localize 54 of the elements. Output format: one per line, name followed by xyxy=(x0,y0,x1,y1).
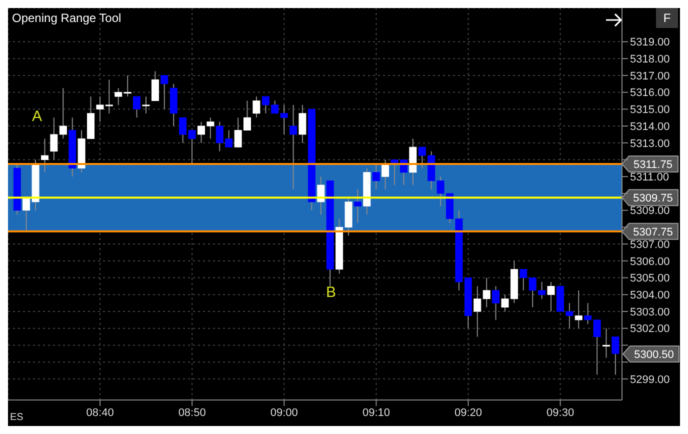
y-tick-label: 5305.00 xyxy=(630,272,670,285)
y-tick-label: 5306.00 xyxy=(630,256,670,268)
chart-title: Opening Range Tool xyxy=(12,11,122,25)
x-tick-label: 09:10 xyxy=(362,406,390,419)
y-tick-label: 5314.00 xyxy=(630,120,670,133)
candlestick xyxy=(252,96,260,118)
x-tick-label: 09:30 xyxy=(546,406,574,419)
ref-line-label: 5307.75 xyxy=(633,226,673,238)
y-tick-label: 5302.00 xyxy=(630,323,670,336)
y-tick-label: 5303.00 xyxy=(630,306,670,318)
candlestick xyxy=(354,188,362,224)
candlestick xyxy=(482,277,490,308)
candlestick xyxy=(574,290,582,329)
x-tick-label: 08:50 xyxy=(178,406,206,419)
y-tick-label: 5317.00 xyxy=(630,70,670,82)
candlestick xyxy=(602,328,610,358)
y-tick-label: 5309.00 xyxy=(630,205,670,218)
y-tick-label: 5299.00 xyxy=(630,374,670,386)
y-tick-label: 5319.00 xyxy=(630,36,670,49)
candlestick xyxy=(290,104,298,190)
candlestick xyxy=(50,117,58,160)
candlestick xyxy=(492,286,500,320)
x-tick-label: 09:20 xyxy=(454,406,482,419)
candlestick xyxy=(372,163,380,190)
annotation: B xyxy=(326,284,336,301)
candlestick xyxy=(547,281,555,312)
ref-line-label: 5309.75 xyxy=(633,192,673,205)
ref-line-label: 5311.75 xyxy=(634,158,672,171)
y-tick-label: 5311.00 xyxy=(630,172,669,184)
text: 5300.50 xyxy=(634,349,674,361)
text: F xyxy=(656,8,678,28)
candlestick xyxy=(382,159,390,190)
candlestick xyxy=(520,268,528,291)
y-tick-label: 5318.00 xyxy=(630,53,670,66)
text: ES xyxy=(10,412,24,423)
y-tick-label: 5315.00 xyxy=(630,104,670,116)
candlestick xyxy=(612,336,620,376)
y-tick-label: 5316.00 xyxy=(630,87,670,100)
annotation: A xyxy=(32,108,42,125)
candlestick xyxy=(41,138,49,173)
candlestick xyxy=(114,88,122,106)
y-tick-label: 5304.00 xyxy=(630,290,670,302)
y-tick-label: 5313.00 xyxy=(630,138,670,150)
candlestick xyxy=(59,88,67,140)
x-tick-label: 08:40 xyxy=(86,406,114,419)
candlestick xyxy=(298,104,306,144)
candlestick xyxy=(151,70,159,102)
candlestick xyxy=(142,96,150,114)
y-tick-label: 5307.00 xyxy=(630,238,670,251)
candlestick xyxy=(124,74,132,98)
x-tick-label: 09:00 xyxy=(270,406,298,419)
candlestick xyxy=(474,286,482,338)
candlestick xyxy=(160,74,168,110)
candlestick xyxy=(133,96,141,118)
